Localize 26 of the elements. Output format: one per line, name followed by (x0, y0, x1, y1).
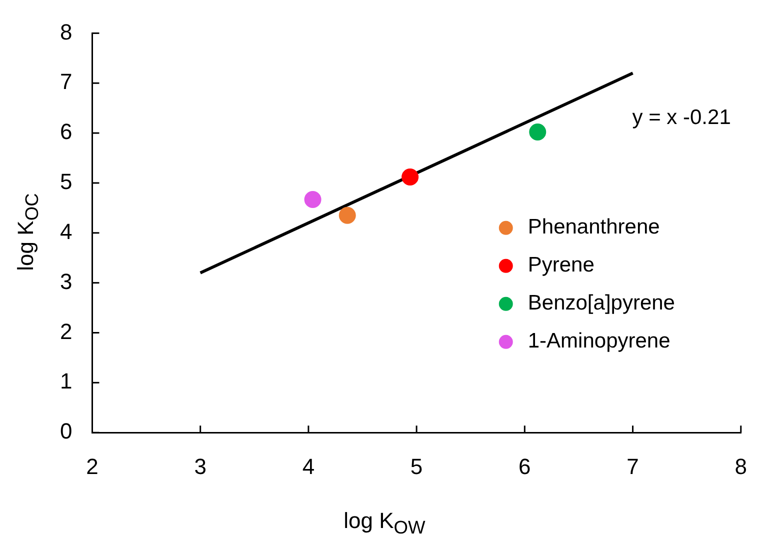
x-tick-label: 6 (518, 454, 531, 479)
legend-label: 1-Aminopyrene (528, 330, 670, 353)
point (338, 206, 356, 224)
point (402, 168, 419, 186)
x-tick-label: 3 (194, 454, 206, 479)
y-tick-label: 4 (60, 218, 72, 244)
point (529, 124, 546, 141)
y-tick-label: 5 (60, 169, 72, 194)
annotation: y = x -0.21 (632, 106, 731, 129)
x-tick-label: 8 (734, 454, 748, 479)
x-tick-label: 7 (626, 454, 639, 479)
y-tick-label: 3 (60, 268, 72, 294)
y-tick-label: 8 (60, 19, 72, 44)
x-tick-label: 4 (302, 454, 315, 479)
legend-label: Phenanthrene (528, 216, 660, 239)
x-tick-label: 2 (86, 454, 98, 479)
y-tick-label: 7 (60, 69, 72, 94)
y-tick-label: 2 (60, 318, 72, 344)
x-axis-title: log K$_{OW}$ (342, 508, 426, 538)
x-tick-label: 5 (410, 454, 423, 479)
y-tick-label: 0 (60, 418, 72, 444)
y-tick-label: 1 (60, 368, 72, 394)
legend-label: Pyrene (528, 254, 594, 277)
y-tick-label: 6 (60, 119, 72, 144)
point (304, 190, 322, 208)
legend-label: Benzo[a]pyrene (528, 292, 675, 315)
